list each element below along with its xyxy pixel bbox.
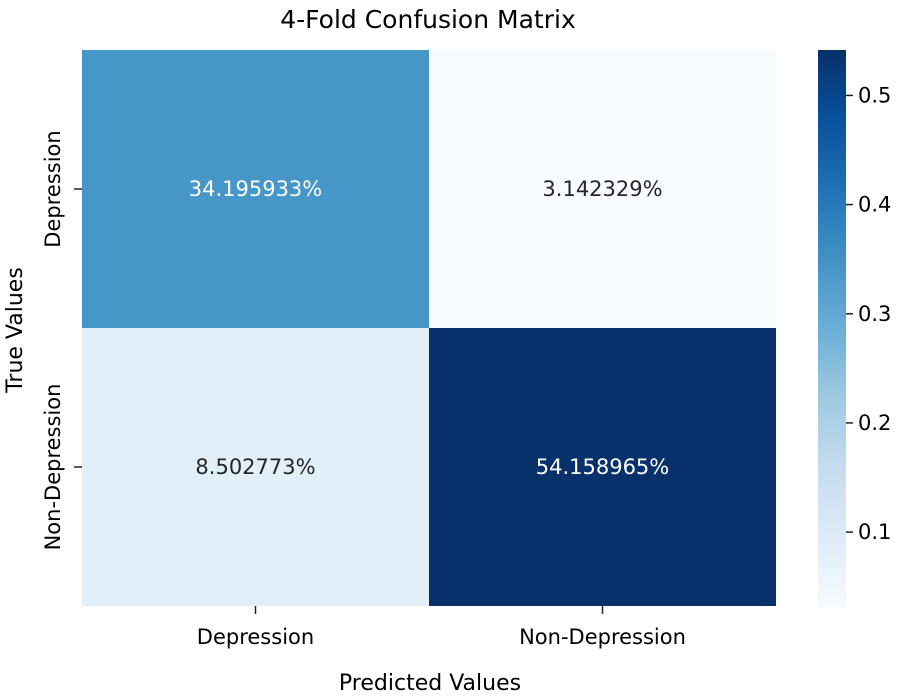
y-tick-label: Non-Depression <box>41 384 65 551</box>
chart-title: 4-Fold Confusion Matrix <box>280 5 575 34</box>
y-tick-label: Depression <box>41 130 65 247</box>
cell-value-label: 34.195933% <box>189 177 323 201</box>
x-axis-label: Predicted Values <box>339 671 521 696</box>
colorbar-ticks: 0.1 0.2 0.3 0.4 0.5 <box>846 83 891 544</box>
heatmap-cell-labels: 34.195933% 3.142329% 8.502773% 54.158965% <box>189 177 670 479</box>
y-axis-label: True Values <box>3 267 28 394</box>
cell-value-label: 3.142329% <box>542 177 662 201</box>
heatmap-cell <box>429 328 776 606</box>
colorbar-tick-label: 0.4 <box>858 193 891 217</box>
heatmap-cells <box>82 50 776 606</box>
colorbar <box>818 50 846 607</box>
heatmap-cell <box>82 50 429 328</box>
y-axis-ticks: Depression Non-Depression <box>41 130 82 550</box>
colorbar-tick-label: 0.5 <box>858 83 891 107</box>
colorbar-tick-label: 0.1 <box>858 520 891 544</box>
cell-value-label: 8.502773% <box>195 455 315 479</box>
heatmap-cell <box>82 328 429 606</box>
cell-value-label: 54.158965% <box>536 455 670 479</box>
x-tick-label: Non-Depression <box>519 625 686 649</box>
colorbar-tick-label: 0.2 <box>858 411 891 435</box>
colorbar-tick-label: 0.3 <box>858 302 891 326</box>
x-tick-label: Depression <box>197 625 314 649</box>
heatmap-cell <box>429 50 776 328</box>
x-axis-ticks: Depression Non-Depression <box>197 606 686 649</box>
